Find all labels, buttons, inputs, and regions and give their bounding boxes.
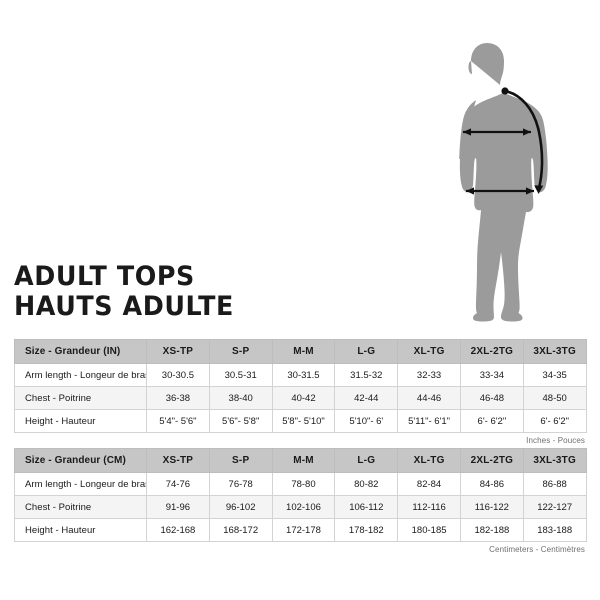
table-row: Height - Hauteur 5'4"- 5'6" 5'6"- 5'8" 5… [14,409,587,433]
header-col-3xl-cm: 3XL-3TG [522,448,587,473]
header-col-3xl: 3XL-3TG [522,339,587,364]
cell-arm-s-cm: 76-78 [208,472,273,496]
cell-height-2xl-cm: 182-188 [459,518,524,542]
chest-measure-arrow [463,128,531,136]
page-title: ADULT TOPS HAUTS ADULTE [14,262,394,322]
cell-chest-3xl-cm: 122-127 [522,495,587,519]
header-col-m: M-M [271,339,336,364]
table-caption-centimeters: Centimeters - Centimètres [489,545,585,554]
cell-height-l-cm: 178-182 [334,518,399,542]
hem-measure-arrow [466,187,534,195]
cell-arm-s: 30.5-31 [208,363,273,387]
header-size-label-cm: Size - Grandeur (CM) [14,448,147,473]
header-col-xs: XS-TP [146,339,210,364]
cell-chest-s-cm: 96-102 [208,495,273,519]
row-label-height: Height - Hauteur [14,409,147,433]
header-col-l-cm: L-G [334,448,399,473]
row-label-chest: Chest - Poitrine [14,386,147,410]
table-caption-inches: Inches - Pouces [526,436,585,445]
header-col-xl: XL-TG [397,339,461,364]
cell-height-s-cm: 168-172 [208,518,273,542]
cell-arm-m: 30-31.5 [271,363,336,387]
cell-chest-2xl-cm: 116-122 [459,495,524,519]
cell-chest-l: 42-44 [334,386,399,410]
table-header-row: Size - Grandeur (IN) XS-TP S-P M-M L-G X… [14,339,587,364]
arm-length-measure-arrow [501,87,544,194]
cell-height-xl-cm: 180-185 [397,518,461,542]
cell-chest-m: 40-42 [271,386,336,410]
size-table-centimeters-grid: Size - Grandeur (CM) XS-TP S-P M-M L-G X… [14,448,587,542]
cell-arm-2xl-cm: 84-86 [459,472,524,496]
cell-height-xl: 5'11"- 6'1" [397,409,461,433]
table-header-row: Size - Grandeur (CM) XS-TP S-P M-M L-G X… [14,448,587,473]
size-table-centimeters: Size - Grandeur (CM) XS-TP S-P M-M L-G X… [14,448,587,554]
page-title-fr: HAUTS ADULTE [14,291,234,322]
cell-arm-3xl: 34-35 [522,363,587,387]
header-col-xl-cm: XL-TG [397,448,461,473]
row-label-height-cm: Height - Hauteur [14,518,147,542]
header-col-s: S-P [208,339,273,364]
header-col-m-cm: M-M [271,448,336,473]
measurement-figure [408,28,594,328]
cell-height-xs-cm: 162-168 [146,518,210,542]
header-size-label: Size - Grandeur (IN) [14,339,147,364]
cell-arm-xs: 30-30.5 [146,363,210,387]
row-label-chest-cm: Chest - Poitrine [14,495,147,519]
cell-chest-l-cm: 106-112 [334,495,399,519]
cell-height-2xl: 6'- 6'2" [459,409,524,433]
cell-arm-l: 31.5-32 [334,363,399,387]
cell-height-s: 5'6"- 5'8" [208,409,273,433]
cell-height-xs: 5'4"- 5'6" [146,409,210,433]
row-label-arm-length: Arm length - Longeur de bras [14,363,147,387]
row-label-arm-length-cm: Arm length - Longeur de bras [14,472,147,496]
table-row: Chest - Poitrine 91-96 96-102 102-106 10… [14,495,587,519]
header-col-2xl-cm: 2XL-2TG [459,448,524,473]
size-table-inches-grid: Size - Grandeur (IN) XS-TP S-P M-M L-G X… [14,339,587,433]
cell-chest-xl: 44-46 [397,386,461,410]
cell-chest-xl-cm: 112-116 [397,495,461,519]
cell-chest-s: 38-40 [208,386,273,410]
cell-arm-xs-cm: 74-76 [146,472,210,496]
page-title-en: ADULT TOPS [14,261,195,292]
header-col-l: L-G [334,339,399,364]
cell-height-3xl: 6'- 6'2" [522,409,587,433]
header-col-xs-cm: XS-TP [146,448,210,473]
cell-arm-2xl: 33-34 [459,363,524,387]
table-row: Arm length - Longeur de bras 74-76 76-78… [14,472,587,496]
cell-height-l: 5'10"- 6' [334,409,399,433]
cell-chest-xs: 36-38 [146,386,210,410]
header-col-2xl: 2XL-2TG [459,339,524,364]
cell-chest-m-cm: 102-106 [271,495,336,519]
table-row: Height - Hauteur 162-168 168-172 172-178… [14,518,587,542]
cell-height-3xl-cm: 183-188 [522,518,587,542]
table-row: Arm length - Longeur de bras 30-30.5 30.… [14,363,587,387]
cell-height-m-cm: 172-178 [271,518,336,542]
male-silhouette [459,43,548,322]
cell-arm-xl: 32-33 [397,363,461,387]
cell-chest-3xl: 48-50 [522,386,587,410]
cell-arm-m-cm: 78-80 [271,472,336,496]
table-row: Chest - Poitrine 36-38 38-40 40-42 42-44… [14,386,587,410]
cell-chest-xs-cm: 91-96 [146,495,210,519]
size-table-inches: Size - Grandeur (IN) XS-TP S-P M-M L-G X… [14,339,587,445]
cell-arm-l-cm: 80-82 [334,472,399,496]
cell-height-m: 5'8"- 5'10" [271,409,336,433]
cell-arm-3xl-cm: 86-88 [522,472,587,496]
cell-arm-xl-cm: 82-84 [397,472,461,496]
cell-chest-2xl: 46-48 [459,386,524,410]
header-col-s-cm: S-P [208,448,273,473]
